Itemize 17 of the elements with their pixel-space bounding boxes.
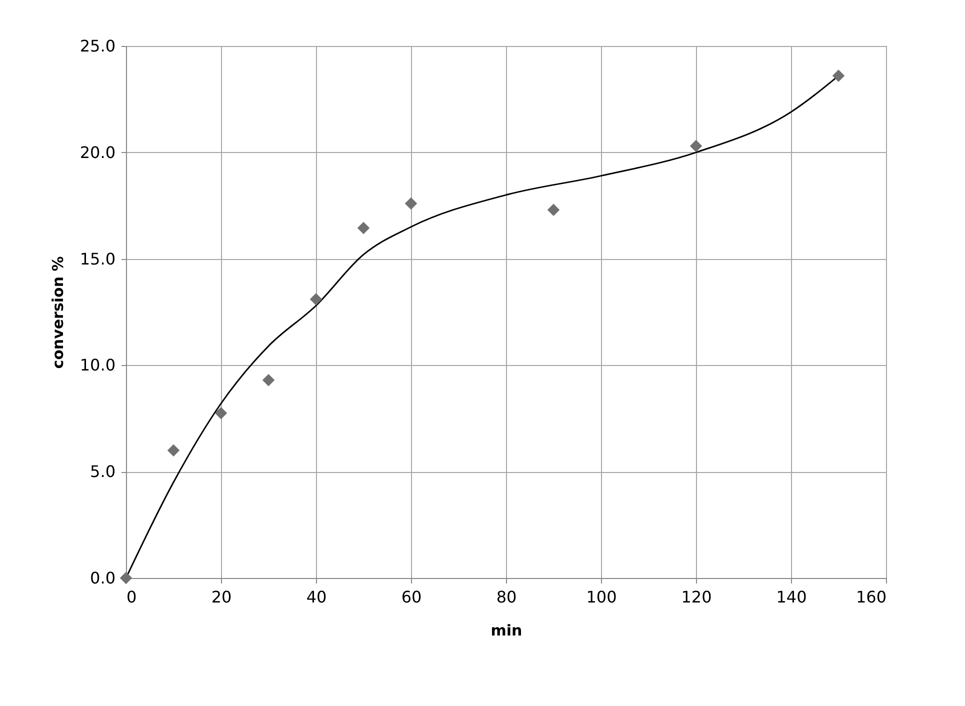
- y-tick-label: 10.0: [80, 356, 116, 375]
- x-tick-label: 20: [211, 588, 232, 606]
- x-tick-label: 100: [586, 588, 617, 606]
- y-tick-label: 5.0: [90, 462, 116, 482]
- x-axis-title: min: [490, 622, 522, 640]
- y-tick-label: 15.0: [80, 249, 116, 268]
- x-tick-label: 40: [306, 588, 327, 606]
- x-tick-label: 120: [681, 588, 712, 606]
- x-tick-label: 60: [401, 588, 422, 606]
- x-tick-label: 80: [496, 588, 517, 606]
- x-tick-label: 0: [126, 588, 137, 606]
- y-axis-title: conversion %: [48, 256, 67, 369]
- x-tick-label: 140: [776, 588, 807, 606]
- y-tick-label: 25.0: [80, 36, 116, 56]
- y-tick-label: 0.0: [90, 568, 116, 588]
- y-tick-label: 20.0: [80, 142, 116, 162]
- x-tick-label: 160: [856, 588, 886, 606]
